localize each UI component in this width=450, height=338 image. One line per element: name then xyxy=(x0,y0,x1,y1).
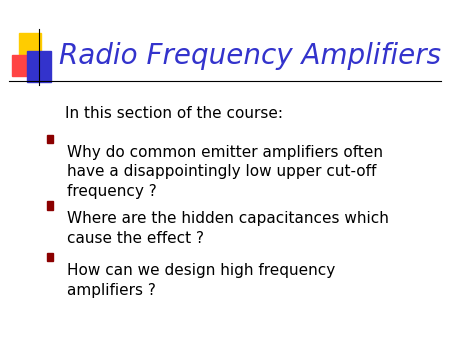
Text: Radio Frequency Amplifiers: Radio Frequency Amplifiers xyxy=(58,42,441,70)
Bar xyxy=(47,254,54,262)
Bar xyxy=(47,201,54,210)
Bar xyxy=(47,135,54,143)
Text: Where are the hidden capacitances which
cause the effect ?: Where are the hidden capacitances which … xyxy=(68,211,389,246)
Bar xyxy=(27,51,51,82)
Text: How can we design high frequency
amplifiers ?: How can we design high frequency amplifi… xyxy=(68,263,336,298)
Bar xyxy=(18,33,41,57)
Bar xyxy=(13,55,35,76)
Text: In this section of the course:: In this section of the course: xyxy=(65,106,283,121)
Text: Why do common emitter amplifiers often
have a disappointingly low upper cut-off
: Why do common emitter amplifiers often h… xyxy=(68,145,383,199)
